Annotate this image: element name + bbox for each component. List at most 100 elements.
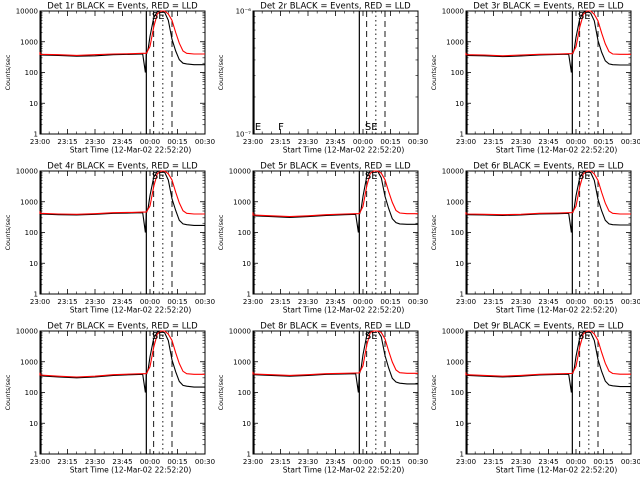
y-tick-label: 10000 [16, 168, 38, 176]
y-tick-label: 1000 [233, 358, 251, 366]
y-tick-label: 1 [460, 451, 464, 459]
panel-1: Det 1r BLACK = Events, RED = LLD 1 10 100 10… [4, 2, 215, 155]
y-axis-label: Counts/sec [4, 214, 12, 250]
y-tick-label: 100 [25, 229, 38, 237]
x-tick-label: 00:15 [593, 138, 613, 146]
y-axis-label: Counts/sec [4, 54, 12, 90]
events-series-line [252, 330, 418, 393]
x-tick-label: 23:15 [57, 298, 77, 306]
x-tick-label: 23:00 [456, 138, 476, 146]
x-tick-label: 23:30 [298, 458, 318, 466]
x-tick-label: 00:00 [566, 298, 586, 306]
x-tick-label: 23:15 [270, 138, 290, 146]
x-tick-label: 23:15 [270, 458, 290, 466]
y-axis-label: Counts/sec [4, 374, 12, 410]
x-axis-label: Start Time (12-Mar-02 22:52:20) [496, 466, 618, 475]
x-tick-label: 00:30 [621, 138, 640, 146]
lld-series-line [252, 170, 418, 218]
x-axis-label: Start Time (12-Mar-02 22:52:20) [496, 146, 618, 155]
x-tick-label: 23:15 [483, 138, 503, 146]
x-tick-label: 00:15 [167, 298, 187, 306]
y-tick-label: 100 [238, 229, 251, 237]
x-tick-label: 23:30 [85, 458, 105, 466]
y-tick-label: 1000 [446, 38, 464, 46]
x-tick-label: 23:15 [483, 458, 503, 466]
y-tick-label: 10000 [229, 328, 251, 336]
y-axis-label: Counts/sec [217, 54, 225, 90]
y-axis-label: Counts/sec [217, 374, 225, 410]
plot-frame [252, 10, 419, 135]
panel-title: Det 5r BLACK = Events, RED = LLD [260, 162, 411, 172]
panel-title: Det 8r BLACK = Events, RED = LLD [260, 322, 411, 332]
x-tick-label: 23:30 [85, 298, 105, 306]
y-tick-label: 10000 [442, 328, 464, 336]
y-tick-label: 1 [460, 291, 464, 299]
x-axis-label: Start Time (12-Mar-02 22:52:20) [496, 306, 618, 315]
x-tick-label: 23:30 [511, 458, 531, 466]
x-tick-label: 23:00 [243, 138, 263, 146]
panel-title: Det 4r BLACK = Events, RED = LLD [47, 162, 198, 172]
annotation-se: SE [365, 331, 378, 342]
x-tick-label: 23:45 [112, 458, 132, 466]
annotation-se: SE [365, 122, 378, 133]
annotation-se: SE [578, 171, 591, 182]
x-tick-label: 00:00 [353, 138, 373, 146]
x-axis-label: Start Time (12-Mar-02 22:52:20) [283, 466, 405, 475]
annotation-se: SE [578, 11, 591, 22]
x-tick-label: 23:15 [483, 298, 503, 306]
y-tick-label: 1 [247, 291, 251, 299]
y-tick-label: 1000 [20, 38, 38, 46]
y-tick-label: 10000 [442, 168, 464, 176]
x-axis-label: Start Time (12-Mar-02 22:52:20) [283, 306, 405, 315]
x-tick-label: 23:15 [57, 458, 77, 466]
y-tick-label: 10 [242, 420, 251, 428]
annotation-se: SE [365, 171, 378, 182]
x-axis-label: Start Time (12-Mar-02 22:52:20) [70, 146, 192, 155]
x-tick-label: 00:30 [195, 298, 215, 306]
y-axis-label: Counts/sec [430, 54, 438, 90]
y-tick-label: 10 [455, 420, 464, 428]
x-tick-label: 23:45 [325, 138, 345, 146]
y-tick-label: 10⁻⁷ [236, 131, 252, 139]
x-tick-label: 00:30 [408, 298, 428, 306]
panel-title: Det 1r BLACK = Events, RED = LLD [47, 2, 198, 12]
x-tick-label: 00:15 [380, 298, 400, 306]
x-tick-label: 00:15 [593, 458, 613, 466]
x-axis-label: Start Time (12-Mar-02 22:52:20) [283, 146, 405, 155]
panel-title: Det 9r BLACK = Events, RED = LLD [473, 322, 624, 332]
x-tick-label: 23:45 [538, 138, 558, 146]
x-tick-label: 23:00 [30, 298, 50, 306]
y-tick-label: 1000 [20, 358, 38, 366]
panel-9: Det 9r BLACK = Events, RED = LLD 1 10 100 10… [430, 322, 640, 475]
y-tick-label: 1000 [446, 358, 464, 366]
x-tick-label: 00:00 [566, 138, 586, 146]
lld-series-line [39, 330, 205, 378]
x-tick-label: 00:30 [195, 138, 215, 146]
y-tick-label: 10000 [442, 8, 464, 16]
lld-series-line [465, 330, 631, 377]
x-axis-label: Start Time (12-Mar-02 22:52:20) [70, 466, 192, 475]
x-tick-label: 23:30 [298, 298, 318, 306]
y-tick-label: 100 [451, 69, 464, 77]
plot-frame [39, 330, 206, 455]
x-tick-label: 00:30 [621, 458, 640, 466]
x-tick-label: 23:45 [538, 458, 558, 466]
x-tick-label: 00:30 [195, 458, 215, 466]
x-tick-label: 23:30 [511, 298, 531, 306]
plot-frame [465, 10, 632, 135]
annotation-e: E [255, 122, 261, 133]
plot-frame [252, 170, 419, 295]
y-tick-label: 1 [34, 291, 38, 299]
x-tick-label: 00:15 [167, 458, 187, 466]
x-tick-label: 23:00 [243, 458, 263, 466]
x-tick-label: 00:30 [408, 458, 428, 466]
y-tick-label: 10 [29, 100, 38, 108]
panel-3: Det 3r BLACK = Events, RED = LLD 1 10 100 10… [430, 2, 640, 155]
y-tick-label: 1000 [446, 198, 464, 206]
plot-frame [39, 170, 206, 295]
x-tick-label: 00:00 [140, 138, 160, 146]
x-tick-label: 23:00 [456, 458, 476, 466]
x-tick-label: 23:30 [298, 138, 318, 146]
y-tick-label: 10 [29, 420, 38, 428]
